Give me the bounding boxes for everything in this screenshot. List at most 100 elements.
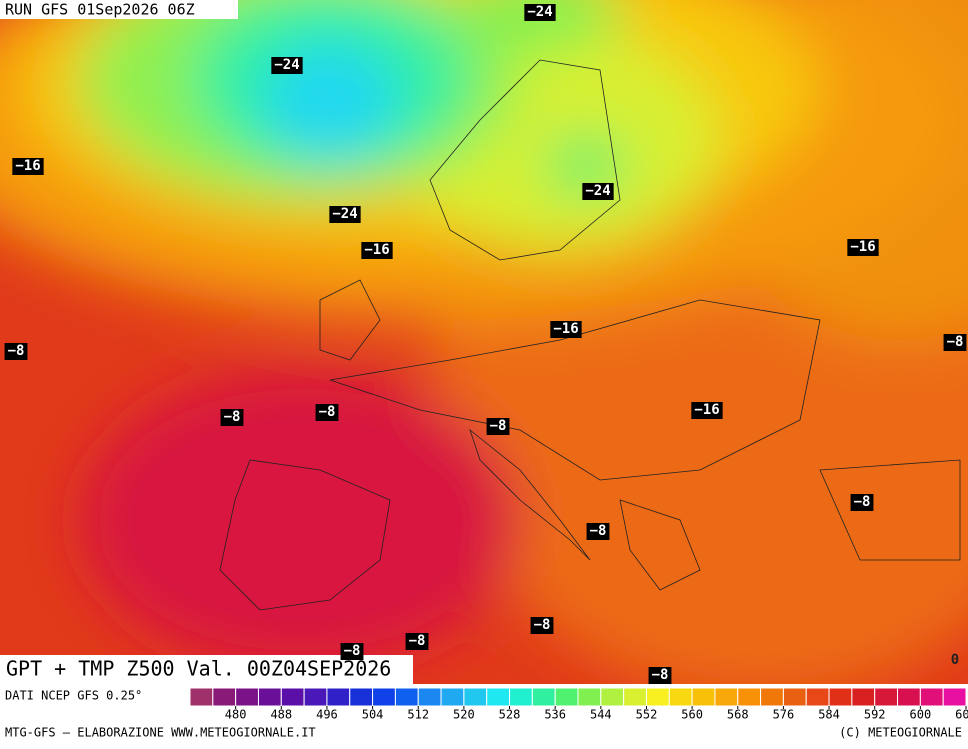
colorbar-tick-label: 528 bbox=[499, 708, 521, 722]
contour-label-box bbox=[271, 57, 303, 74]
contour-label: −24 bbox=[585, 183, 610, 199]
contour-label: −8 bbox=[534, 617, 551, 633]
colorbar-tick-label: 544 bbox=[590, 708, 612, 722]
contour-label-box bbox=[850, 494, 874, 511]
contour-label: −16 bbox=[364, 242, 389, 258]
credit-label: MTG-GFS – ELABORAZIONE WWW.METEOGIORNALE… bbox=[5, 726, 316, 740]
contour-label: −24 bbox=[527, 4, 552, 20]
colorbar-tick-label: 600 bbox=[910, 708, 932, 722]
colorbar-swatch bbox=[235, 687, 259, 707]
contour-label-box bbox=[12, 158, 44, 175]
colorbar-tick-label: 536 bbox=[544, 708, 566, 722]
colorbar-tick-label: 512 bbox=[407, 708, 429, 722]
colorbar-swatch bbox=[668, 687, 693, 707]
contour-label-box bbox=[648, 667, 672, 684]
contour-label-box bbox=[582, 183, 614, 200]
contour-label-box bbox=[486, 418, 510, 435]
colorbar-swatch bbox=[486, 687, 511, 707]
colorbar-swatch bbox=[280, 687, 305, 707]
colorbar-tick-label: 584 bbox=[818, 708, 840, 722]
contour-label: −8 bbox=[409, 633, 426, 649]
contour-label: −8 bbox=[854, 494, 871, 510]
contour-label: −8 bbox=[344, 643, 361, 659]
source-label: DATI NCEP GFS 0.25° bbox=[5, 689, 142, 703]
colorbar-tick-label: 568 bbox=[727, 708, 749, 722]
contour-label: −24 bbox=[332, 206, 357, 222]
contour-label-box bbox=[550, 321, 582, 338]
colorbar-tick-label: 504 bbox=[362, 708, 384, 722]
colorbar-swatch bbox=[372, 687, 396, 707]
colorbar-swatch bbox=[714, 687, 739, 707]
contour-label: −8 bbox=[947, 334, 964, 350]
colorbar-swatch bbox=[782, 687, 807, 707]
colorbar-swatch bbox=[874, 687, 899, 707]
colorbar-tick-label: 552 bbox=[636, 708, 658, 722]
colorbar-tick-label: 592 bbox=[864, 708, 886, 722]
colorbar-swatch bbox=[326, 687, 351, 707]
colorbar-swatch bbox=[645, 687, 670, 707]
colorbar-swatch bbox=[531, 687, 556, 707]
colorbar-swatch bbox=[805, 687, 830, 707]
contour-label: −8 bbox=[224, 409, 241, 425]
contour-label-box bbox=[340, 643, 364, 660]
contour-label-box bbox=[943, 334, 967, 351]
contour-label-box bbox=[329, 206, 361, 223]
contour-label-box bbox=[586, 523, 610, 540]
contour-label-box bbox=[524, 4, 556, 21]
colorbar-tick-label: 488 bbox=[270, 708, 292, 722]
contour-label: −24 bbox=[274, 57, 299, 73]
contour-label: −16 bbox=[850, 239, 875, 255]
contour-label-box bbox=[361, 242, 393, 259]
colorbar-swatch bbox=[349, 687, 374, 707]
colorbar-swatch bbox=[303, 687, 328, 707]
contour-label-box bbox=[4, 343, 28, 360]
map-field bbox=[0, 0, 968, 684]
contour-label: −8 bbox=[490, 418, 507, 434]
colorbar-tick-label: 520 bbox=[453, 708, 475, 722]
colorbar-swatch bbox=[737, 687, 762, 707]
colorbar-swatch bbox=[600, 687, 625, 707]
colorbar-tick-label: 608 bbox=[955, 708, 968, 722]
colorbar-swatch bbox=[897, 687, 921, 707]
colorbar-swatch bbox=[691, 687, 716, 707]
colorbar-swatch bbox=[828, 687, 853, 707]
colorbar-swatch bbox=[851, 687, 876, 707]
colorbar-swatch bbox=[509, 687, 533, 707]
colorbar-swatch bbox=[942, 687, 967, 707]
colorbar-swatch bbox=[760, 687, 784, 707]
colorbar-tick-label: 576 bbox=[773, 708, 795, 722]
colorbar-swatch bbox=[919, 687, 944, 707]
contour-label-box bbox=[405, 633, 429, 650]
contour-label-box bbox=[315, 404, 339, 421]
colorbar-swatch bbox=[212, 687, 237, 707]
run-box bbox=[0, 0, 238, 19]
copyright-label: (C) METEOGIORNALE bbox=[839, 726, 962, 740]
contour-label-box bbox=[691, 402, 723, 419]
contour-label: −8 bbox=[319, 404, 336, 420]
contour-label: −8 bbox=[590, 523, 607, 539]
contour-label: −16 bbox=[553, 321, 578, 337]
colorbar-swatch bbox=[463, 687, 488, 707]
map-title: GPT + TMP Z500 Val. 00Z04SEP2026 bbox=[6, 657, 391, 681]
colorbar-swatch bbox=[577, 687, 602, 707]
contour-label: −8 bbox=[8, 343, 25, 359]
contour-label: −16 bbox=[15, 158, 40, 174]
colorbar-swatch bbox=[623, 687, 647, 707]
contour-label: −8 bbox=[652, 667, 669, 683]
colorbar-swatch bbox=[440, 687, 465, 707]
colorbar-swatch bbox=[554, 687, 579, 707]
contour-label: 0 bbox=[951, 652, 959, 668]
colorbar-swatch bbox=[394, 687, 419, 707]
colorbar-tick-label: 496 bbox=[316, 708, 338, 722]
colorbar-swatch bbox=[257, 687, 282, 707]
contour-label-box bbox=[530, 617, 554, 634]
contour-label: −16 bbox=[694, 402, 719, 418]
colorbar-swatch bbox=[417, 687, 442, 707]
colorbar-tick-label: 480 bbox=[225, 708, 247, 722]
run-label: RUN GFS 01Sep2026 06Z bbox=[5, 1, 195, 19]
contour-label-box bbox=[220, 409, 244, 426]
contour-label-box bbox=[847, 239, 879, 256]
colorbar-tick-label: 560 bbox=[681, 708, 703, 722]
